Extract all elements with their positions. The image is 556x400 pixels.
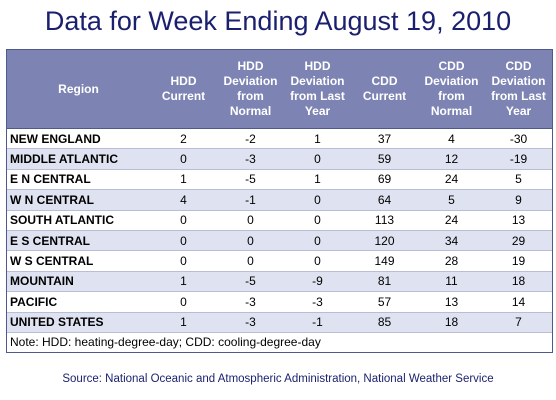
cell-hdd-current: 2 [150,128,217,150]
cell-hdd-deviation-normal: -2 [217,128,284,150]
table-row: MIDDLE ATLANTIC 0 -3 0 59 12 -19 [7,148,552,170]
cell-hdd-deviation-normal: 0 [217,230,284,252]
cell-cdd-deviation-last-year: -30 [485,128,552,150]
cell-cdd-current: 59 [351,148,418,170]
cell-cdd-current: 85 [351,312,418,333]
cell-cdd-current: 113 [351,210,418,231]
cell-cdd-deviation-last-year: 9 [485,189,552,211]
cell-cdd-current: 64 [351,189,418,211]
cell-hdd-deviation-normal: -3 [217,291,284,313]
cell-hdd-deviation-last-year: 1 [284,169,351,191]
cell-cdd-deviation-normal: 28 [418,250,485,272]
table-note: Note: HDD: heating-degree-day; CDD: cool… [7,331,552,352]
header-hdd-deviation-normal: HDD Deviation from Normal [217,50,284,129]
cell-hdd-deviation-last-year: -9 [284,271,351,293]
cell-hdd-deviation-last-year: 0 [284,189,351,211]
cell-cdd-deviation-normal: 4 [418,128,485,150]
cell-hdd-current: 1 [150,312,217,333]
cell-cdd-deviation-last-year: 29 [485,230,552,252]
source-citation: Source: National Oceanic and Atmospheric… [62,373,494,385]
cell-hdd-deviation-last-year: 0 [284,250,351,272]
cell-hdd-deviation-last-year: 0 [284,148,351,170]
cell-hdd-deviation-normal: 0 [217,250,284,272]
cell-cdd-deviation-normal: 13 [418,291,485,313]
cell-hdd-deviation-normal: -5 [217,271,284,293]
cell-hdd-current: 0 [150,148,217,170]
header-hdd-current: HDD Current [150,50,217,129]
cell-hdd-deviation-normal: -3 [217,148,284,170]
cell-cdd-current: 37 [351,128,418,150]
cell-cdd-deviation-last-year: 19 [485,250,552,272]
cell-cdd-deviation-last-year: 18 [485,271,552,293]
cell-hdd-current: 4 [150,189,217,211]
cell-hdd-current: 1 [150,271,217,293]
cell-cdd-deviation-normal: 24 [418,210,485,231]
table-row: E S CENTRAL 0 0 0 120 34 29 [7,230,552,252]
cell-cdd-current: 149 [351,250,418,272]
weather-data-table-container: Region HDD Current HDD Deviation from No… [6,49,553,353]
cell-cdd-current: 120 [351,230,418,252]
cell-hdd-deviation-normal: -5 [217,169,284,191]
cell-region: W N CENTRAL [7,189,150,211]
header-hdd-deviation-last-year: HDD Deviation from Last Year [284,50,351,129]
table-header-row: Region HDD Current HDD Deviation from No… [7,50,552,129]
table-row: SOUTH ATLANTIC 0 0 0 113 24 13 [7,210,552,231]
table-row: UNITED STATES 1 -3 -1 85 18 7 [7,312,552,333]
cell-cdd-current: 57 [351,291,418,313]
cell-cdd-deviation-last-year: 14 [485,291,552,313]
cell-hdd-deviation-last-year: 0 [284,230,351,252]
table-row: PACIFIC 0 -3 -3 57 13 14 [7,291,552,313]
header-region: Region [7,50,150,129]
header-cdd-current: CDD Current [351,50,418,129]
cell-hdd-deviation-last-year: -1 [284,312,351,333]
cell-cdd-deviation-normal: 24 [418,169,485,191]
cell-hdd-deviation-last-year: 0 [284,210,351,231]
cell-cdd-deviation-normal: 11 [418,271,485,293]
cell-cdd-current: 81 [351,271,418,293]
cell-cdd-deviation-last-year: -19 [485,148,552,170]
cell-hdd-deviation-last-year: -3 [284,291,351,313]
cell-hdd-current: 0 [150,210,217,231]
cell-region: MOUNTAIN [7,271,150,293]
cell-hdd-deviation-normal: -1 [217,189,284,211]
cell-hdd-current: 0 [150,291,217,313]
cell-cdd-deviation-normal: 5 [418,189,485,211]
cell-region: E S CENTRAL [7,230,150,252]
cell-region: W S CENTRAL [7,250,150,272]
header-cdd-deviation-last-year: CDD Deviation from Last Year [485,50,552,129]
cell-cdd-deviation-last-year: 5 [485,169,552,191]
table-row: MOUNTAIN 1 -5 -9 81 11 18 [7,271,552,293]
cell-hdd-current: 0 [150,230,217,252]
table-row: W N CENTRAL 4 -1 0 64 5 9 [7,189,552,211]
weather-data-table: Region HDD Current HDD Deviation from No… [7,50,552,352]
table-row: W S CENTRAL 0 0 0 149 28 19 [7,250,552,272]
cell-cdd-deviation-last-year: 7 [485,312,552,333]
cell-hdd-deviation-normal: 0 [217,210,284,231]
cell-cdd-current: 69 [351,169,418,191]
cell-cdd-deviation-normal: 34 [418,230,485,252]
cell-region: PACIFIC [7,291,150,313]
note-row: Note: HDD: heating-degree-day; CDD: cool… [7,331,552,352]
cell-region: UNITED STATES [7,312,150,333]
cell-hdd-current: 1 [150,169,217,191]
cell-hdd-deviation-last-year: 1 [284,128,351,150]
cell-region: NEW ENGLAND [7,128,150,150]
cell-hdd-deviation-normal: -3 [217,312,284,333]
table-row: NEW ENGLAND 2 -2 1 37 4 -30 [7,128,552,150]
cell-cdd-deviation-normal: 12 [418,148,485,170]
header-cdd-deviation-normal: CDD Deviation from Normal [418,50,485,129]
cell-region: MIDDLE ATLANTIC [7,148,150,170]
cell-cdd-deviation-last-year: 13 [485,210,552,231]
cell-cdd-deviation-normal: 18 [418,312,485,333]
cell-region: E N CENTRAL [7,169,150,191]
cell-hdd-current: 0 [150,250,217,272]
cell-region: SOUTH ATLANTIC [7,210,150,231]
page-title: Data for Week Ending August 19, 2010 [44,6,512,36]
table-row: E N CENTRAL 1 -5 1 69 24 5 [7,169,552,191]
table-body: NEW ENGLAND 2 -2 1 37 4 -30 MIDDLE ATLANTIC 0 -3 0… [7,128,552,352]
